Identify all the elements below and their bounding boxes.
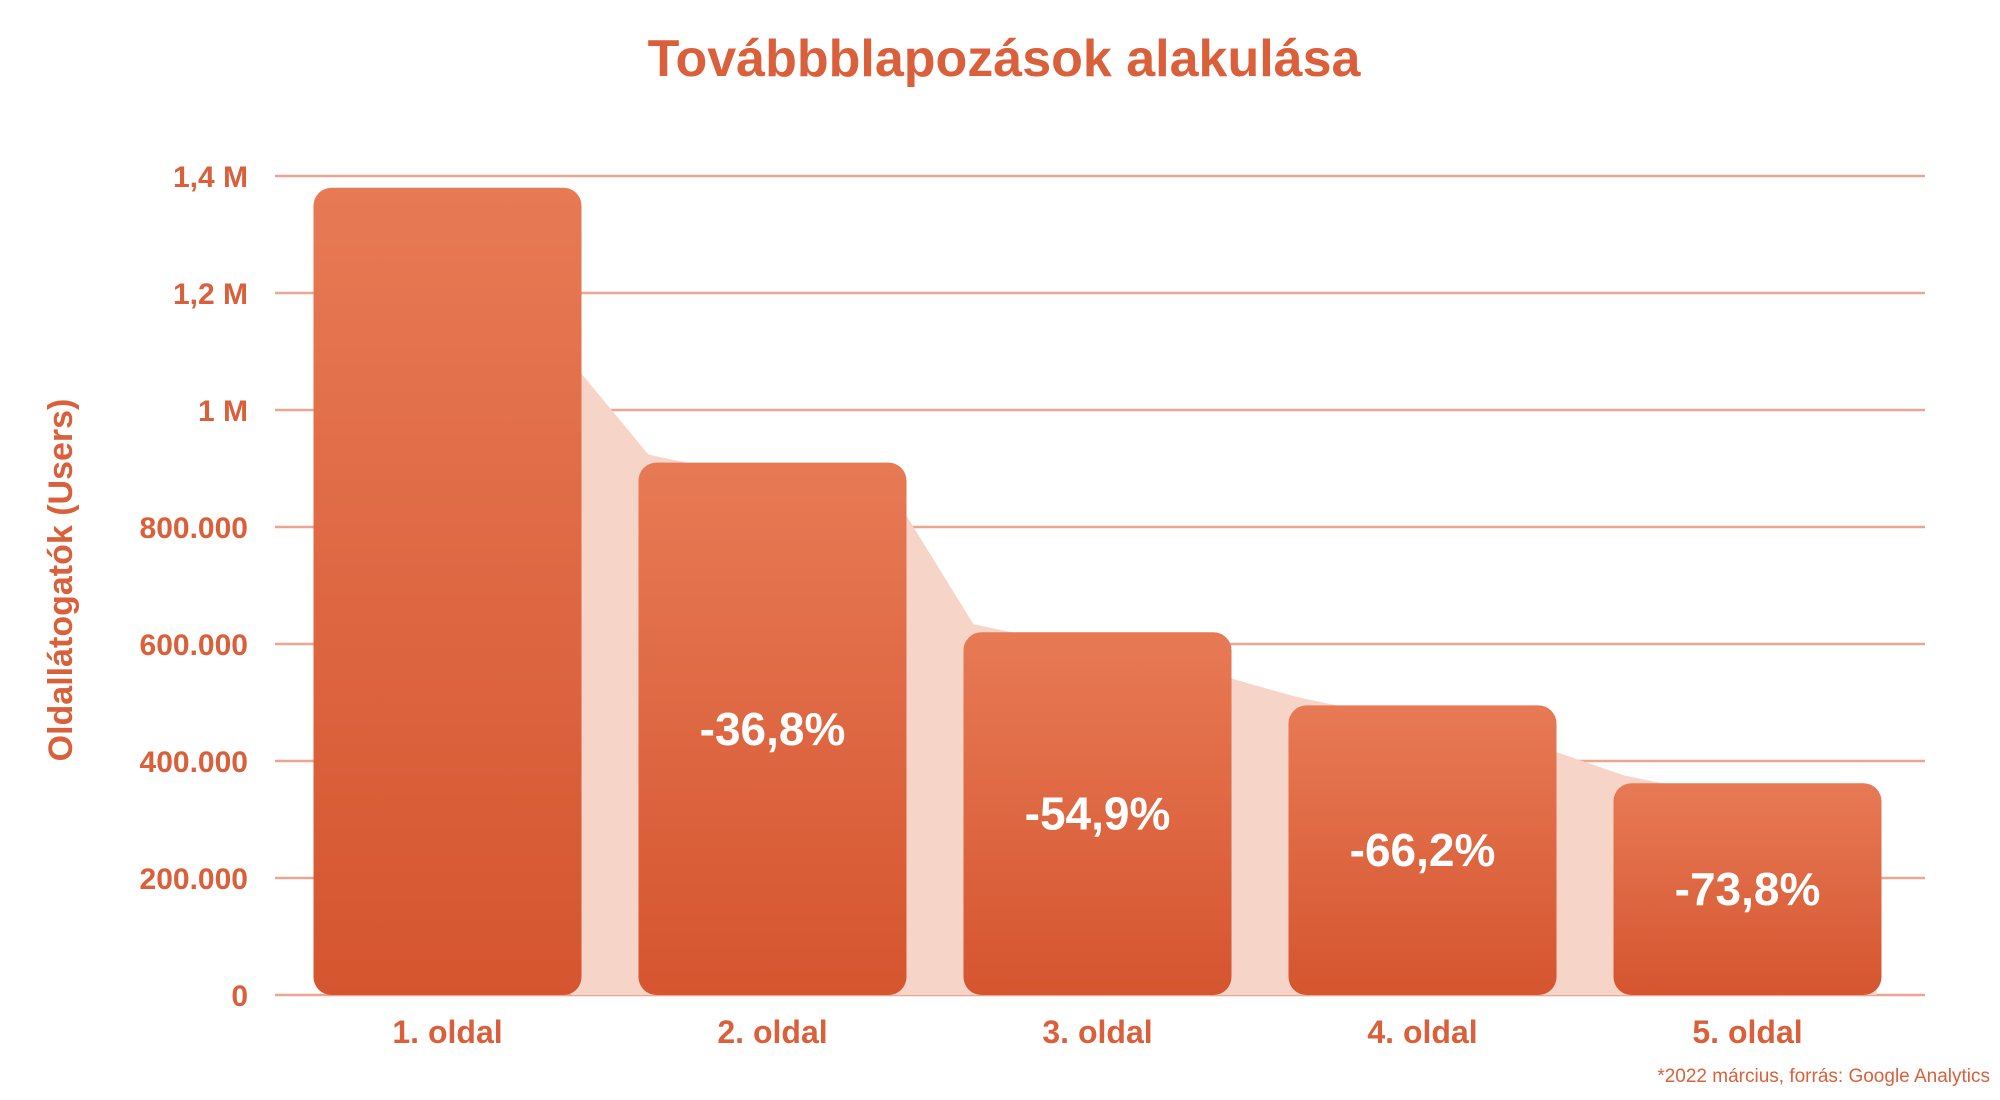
data-label: -36,8% xyxy=(700,703,846,755)
data-label: -73,8% xyxy=(1675,863,1821,915)
y-tick-label: 400.000 xyxy=(140,746,248,779)
bars xyxy=(313,187,1882,995)
y-tick-label: 800.000 xyxy=(140,512,248,545)
y-axis-ticks: 0 200.000 400.000 600.000 800.000 1 M 1,2 M 1,4… xyxy=(140,161,248,1013)
bar-5 xyxy=(1613,783,1882,995)
bar-2 xyxy=(638,462,907,995)
y-tick-label: 200.000 xyxy=(140,863,248,896)
x-axis-ticks: 1. oldal 2. oldal 3. oldal 4. oldal 5. oldal xyxy=(392,1014,1802,1050)
bar-1 xyxy=(313,187,582,995)
y-tick-label: 600.000 xyxy=(140,629,248,662)
data-labels: -36,8% -54,9% -66,2% -73,8% xyxy=(700,703,1821,915)
data-label: -66,2% xyxy=(1350,824,1496,876)
x-tick-label: 2. oldal xyxy=(717,1014,827,1050)
source-note: *2022 március, forrás: Google Analytics xyxy=(1657,1066,1990,1087)
chart-title: Továbbblapozások alakulása xyxy=(648,30,1362,88)
x-tick-label: 3. oldal xyxy=(1042,1014,1152,1050)
x-tick-label: 5. oldal xyxy=(1692,1014,1802,1050)
y-tick-label: 0 xyxy=(231,980,248,1013)
bar-4 xyxy=(1288,705,1557,995)
y-axis-label: Oldallátogatók (Users) xyxy=(42,399,80,762)
x-tick-label: 1. oldal xyxy=(392,1014,502,1050)
y-tick-label: 1,4 M xyxy=(173,161,248,194)
data-label: -54,9% xyxy=(1025,788,1171,840)
x-tick-label: 4. oldal xyxy=(1367,1014,1477,1050)
y-tick-label: 1,2 M xyxy=(173,278,248,311)
y-tick-label: 1 M xyxy=(198,395,248,428)
bar-3 xyxy=(963,632,1232,995)
